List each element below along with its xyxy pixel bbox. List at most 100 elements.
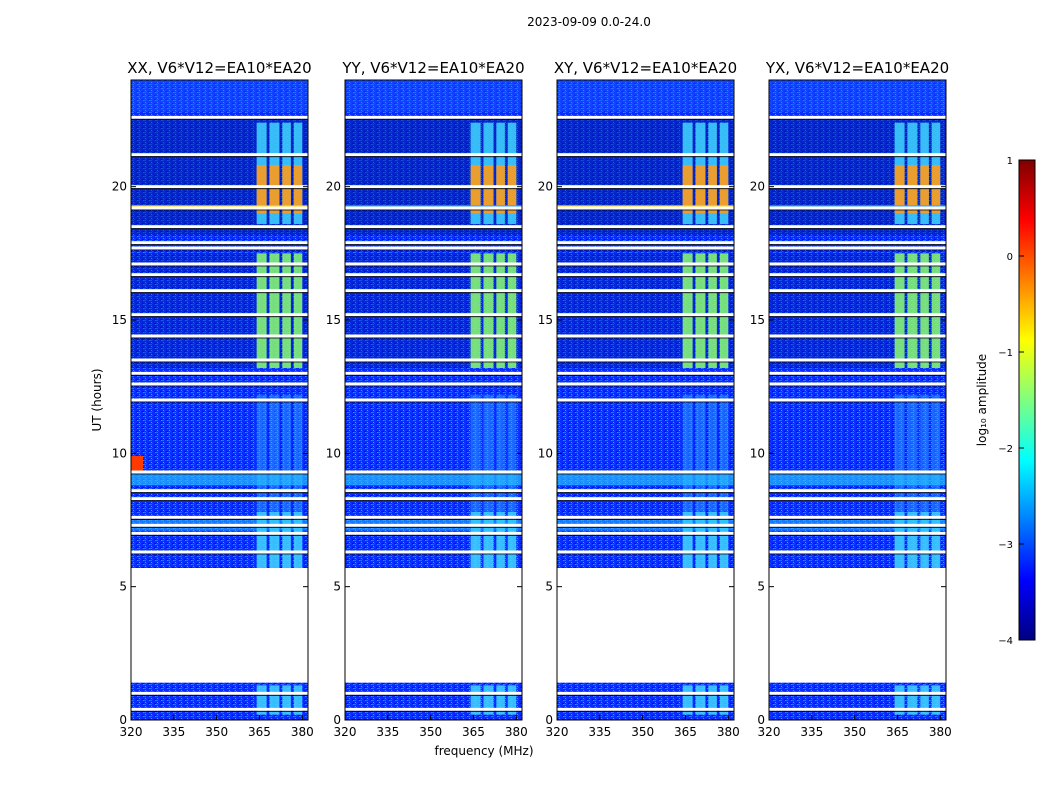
rfi-band-cell bbox=[269, 394, 280, 512]
flagged-row bbox=[557, 398, 734, 402]
rfi-band-cell bbox=[483, 394, 494, 512]
flagged-row bbox=[345, 115, 522, 119]
rfi-band-strong bbox=[496, 165, 505, 214]
rfi-band-cell bbox=[708, 394, 717, 512]
flagged-row bbox=[345, 358, 522, 362]
y-tick-label: 10 bbox=[538, 446, 553, 460]
rfi-band-cell bbox=[256, 394, 267, 512]
colorbar-label: log₁₀ amplitude bbox=[975, 354, 989, 446]
rfi-band-cell bbox=[695, 394, 706, 512]
flagged-row bbox=[557, 470, 734, 474]
flagged-row bbox=[345, 691, 522, 695]
flagged-row bbox=[131, 241, 308, 245]
rfi-band-cell bbox=[282, 512, 291, 568]
x-tick-label: 365 bbox=[674, 725, 697, 739]
rfi-band-cell bbox=[470, 394, 481, 512]
flagged-row bbox=[769, 523, 946, 527]
colorbar: −4 −3 −2 −1 0 1 log₁₀ amplitude bbox=[975, 156, 1036, 647]
colorbar-gradient bbox=[1018, 159, 1036, 641]
flagged-row bbox=[131, 115, 308, 119]
y-tick-label: 5 bbox=[545, 580, 553, 594]
rfi-band-cell bbox=[496, 394, 505, 512]
flagged-row bbox=[557, 115, 734, 119]
rfi-band-strong bbox=[695, 165, 706, 214]
flagged-row bbox=[345, 371, 522, 375]
flagged-row bbox=[557, 358, 734, 362]
colorbar-tick-label: −4 bbox=[998, 636, 1013, 647]
flagged-row bbox=[131, 515, 308, 519]
flagged-row bbox=[345, 497, 522, 501]
rfi-band-strong bbox=[682, 165, 693, 214]
flagged-row bbox=[769, 153, 946, 157]
flagged-row bbox=[131, 470, 308, 474]
rfi-band-cell bbox=[483, 685, 494, 715]
panel-xy: XY, V6*V12=EA10*EA20 320 335 350 365 380 0 5 10 1… bbox=[538, 59, 740, 739]
rfi-band-strong bbox=[269, 165, 280, 214]
flagged-row bbox=[769, 241, 946, 245]
y-tick-label: 20 bbox=[112, 180, 127, 194]
broadband-band bbox=[557, 472, 734, 486]
flagged-row bbox=[345, 153, 522, 157]
flagged-row bbox=[345, 334, 522, 338]
flagged-row bbox=[557, 206, 734, 210]
rfi-burst bbox=[131, 456, 143, 472]
rfi-band-strong bbox=[931, 165, 941, 214]
rfi-band-strong bbox=[894, 165, 905, 214]
rfi-band-cell bbox=[282, 253, 291, 368]
rfi-band-cell bbox=[907, 512, 918, 568]
flagged-row bbox=[131, 382, 308, 386]
flagged-row bbox=[345, 489, 522, 493]
rfi-band-cell bbox=[907, 253, 918, 368]
panel-title: XY, V6*V12=EA10*EA20 bbox=[554, 59, 737, 77]
flagged-row bbox=[131, 691, 308, 695]
rfi-band-strong bbox=[282, 165, 291, 214]
rfi-band-cell bbox=[282, 685, 291, 715]
rfi-band-cell bbox=[507, 253, 517, 368]
panel-title: YX, V6*V12=EA10*EA20 bbox=[765, 59, 949, 77]
y-tick-label: 5 bbox=[757, 580, 765, 594]
x-tick-label: 350 bbox=[205, 725, 228, 739]
rfi-band-cell bbox=[470, 253, 481, 368]
rfi-band-cell bbox=[682, 685, 693, 715]
y-axis-label: UT (hours) bbox=[90, 368, 104, 431]
rfi-band-cell bbox=[483, 253, 494, 368]
panel-frame bbox=[768, 79, 947, 721]
flagged-row bbox=[345, 246, 522, 250]
flagged-row bbox=[769, 497, 946, 501]
flagged-row bbox=[557, 550, 734, 554]
flagged-row bbox=[131, 531, 308, 535]
no-data-region bbox=[557, 568, 734, 683]
colorbar-tick-label: 0 bbox=[1007, 252, 1013, 263]
flagged-row bbox=[345, 289, 522, 293]
flagged-row bbox=[557, 531, 734, 535]
flagged-row bbox=[131, 225, 308, 229]
flagged-row bbox=[345, 185, 522, 189]
y-tick-label: 15 bbox=[750, 313, 765, 327]
colorbar-tick-label: −1 bbox=[998, 348, 1013, 359]
x-tick-label: 335 bbox=[162, 725, 185, 739]
x-tick-label: 365 bbox=[886, 725, 909, 739]
y-tick-label: 15 bbox=[326, 313, 341, 327]
heatmap-block bbox=[769, 120, 946, 235]
flagged-row bbox=[131, 153, 308, 157]
rfi-band-cell bbox=[894, 394, 905, 512]
y-tick-label: 10 bbox=[750, 446, 765, 460]
rfi-band-cell bbox=[894, 685, 905, 715]
flagged-row bbox=[769, 313, 946, 317]
flagged-row bbox=[557, 382, 734, 386]
flagged-row bbox=[769, 206, 946, 210]
flagged-row bbox=[769, 185, 946, 189]
broadband-band bbox=[131, 472, 308, 486]
x-tick-label: 320 bbox=[120, 725, 143, 739]
rfi-band-cell bbox=[269, 253, 280, 368]
rfi-band-cell bbox=[269, 512, 280, 568]
flagged-row bbox=[345, 523, 522, 527]
rfi-band-strong bbox=[483, 165, 494, 214]
flagged-row bbox=[131, 262, 308, 266]
heatmap-block bbox=[345, 120, 522, 235]
y-tick-label: 0 bbox=[757, 713, 765, 727]
x-tick-label: 380 bbox=[929, 725, 952, 739]
rfi-band-cell bbox=[682, 253, 693, 368]
rfi-band-cell bbox=[894, 512, 905, 568]
